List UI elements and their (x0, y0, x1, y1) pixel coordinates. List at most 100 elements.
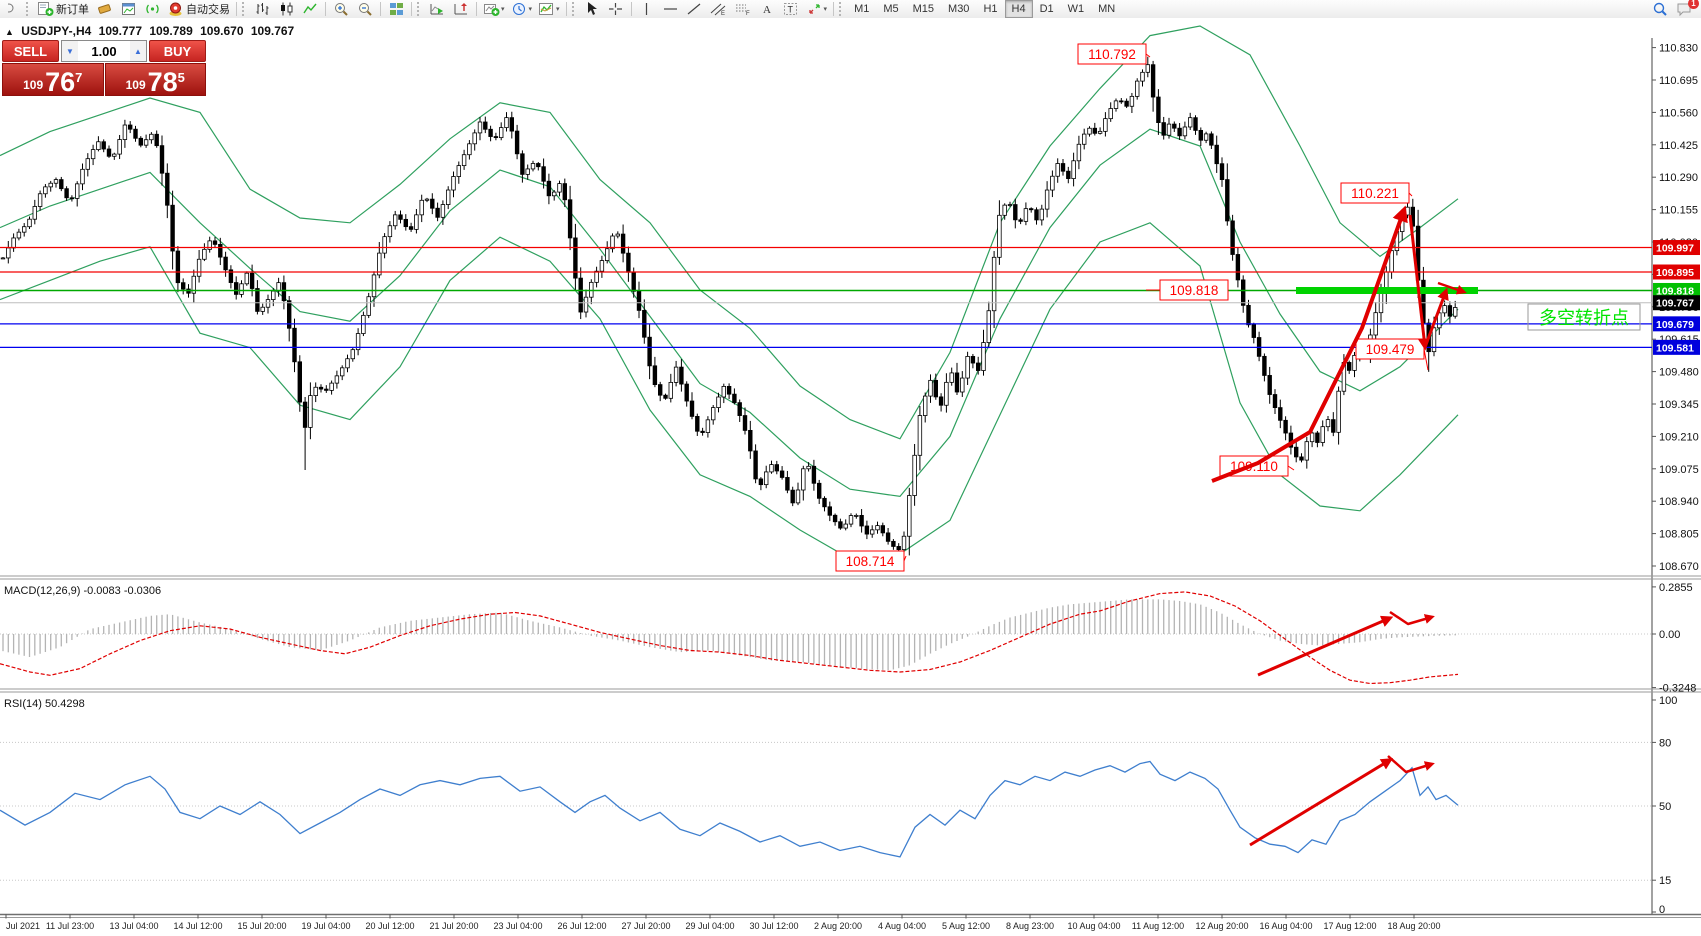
quote-high: 109.789 (149, 24, 193, 38)
timeframe-h4[interactable]: H4 (1004, 0, 1033, 18)
svg-text:109.679: 109.679 (1656, 319, 1694, 331)
svg-text:108.670: 108.670 (1659, 561, 1699, 573)
svg-text:110.155: 110.155 (1659, 205, 1698, 217)
sell-price-point: 7 (75, 70, 83, 85)
trendline-tool-button[interactable] (684, 0, 706, 18)
svg-text:50: 50 (1659, 801, 1671, 813)
toolbar-grip (26, 2, 32, 16)
volume-up-button[interactable]: ▲ (130, 41, 146, 61)
buy-price-figure: 109 (125, 78, 146, 92)
fibonacci-tool-button[interactable]: F (732, 0, 754, 18)
volume-control: ▼ ▲ (61, 40, 147, 62)
templates-button[interactable]: ▾ (536, 0, 562, 18)
volume-down-button[interactable]: ▼ (62, 41, 78, 61)
chevron-down-icon: ▾ (823, 6, 828, 13)
svg-text:14 Jul 12:00: 14 Jul 12:00 (173, 921, 222, 931)
svg-text:E: E (721, 11, 725, 17)
timeframe-m15[interactable]: M15 (912, 3, 935, 15)
tile-windows-button[interactable] (385, 0, 407, 18)
timeframe-m5[interactable]: M5 (883, 3, 899, 15)
svg-text:110.830: 110.830 (1659, 43, 1698, 55)
svg-text:108.940: 108.940 (1659, 496, 1699, 508)
chart-shift-button[interactable] (450, 0, 472, 18)
vline-tool-button[interactable] (636, 0, 658, 18)
volume-input[interactable] (78, 41, 130, 61)
svg-text:26 Jul 12:00: 26 Jul 12:00 (557, 921, 606, 931)
toolbar-separator (236, 2, 237, 16)
timeframe-mn[interactable]: MN (1098, 3, 1116, 15)
zoom-out-button[interactable] (354, 0, 376, 18)
collapse-triangle-icon[interactable]: ▲ (5, 27, 14, 37)
autotrade-button[interactable]: 自动交易 (165, 0, 232, 18)
periods-button[interactable]: ▾ (509, 0, 535, 18)
svg-text:16 Aug 04:00: 16 Aug 04:00 (1259, 921, 1312, 931)
svg-text:110.221: 110.221 (1351, 186, 1399, 201)
cursor-icon (588, 2, 598, 15)
svg-text:80: 80 (1659, 737, 1671, 749)
indicators-icon (484, 4, 500, 16)
timeframe-m30[interactable]: M30 (948, 3, 970, 15)
profile-window-icon (121, 3, 135, 15)
svg-text:13 Jul 04:00: 13 Jul 04:00 (109, 921, 158, 931)
hline-tool-button[interactable] (660, 0, 682, 18)
new-order-button[interactable]: 新订单 (35, 0, 91, 18)
sell-price[interactable]: 109 76 7 (2, 63, 104, 96)
svg-text:109.479: 109.479 (1366, 342, 1415, 357)
new-order-icon (38, 2, 54, 16)
candle-chart-button[interactable] (275, 0, 297, 18)
signal-button[interactable] (141, 0, 163, 18)
zoom-in-button[interactable] (330, 0, 352, 18)
bar-chart-button[interactable] (251, 0, 273, 18)
candle-chart-icon (280, 2, 292, 16)
svg-text:27 Jul 20:00: 27 Jul 20:00 (621, 921, 670, 931)
arrows-tool-button[interactable]: ▾ (804, 0, 830, 18)
horizontal-line-icon (664, 8, 678, 10)
svg-text:0.00: 0.00 (1659, 629, 1680, 641)
auto-scroll-button[interactable] (426, 0, 448, 18)
svg-text:19 Jul 04:00: 19 Jul 04:00 (301, 921, 350, 931)
arrows-icon (808, 4, 820, 14)
indicators-button[interactable]: ▾ (481, 0, 507, 18)
svg-text:109.581: 109.581 (1656, 342, 1694, 354)
vertical-line-icon (645, 3, 648, 15)
buy-button[interactable]: BUY (149, 40, 206, 62)
line-chart-button[interactable] (299, 0, 321, 18)
svg-text:多空转折点: 多空转折点 (1539, 308, 1629, 328)
price-chart-svg[interactable]: 110.830 110.695 110.560 110.425 110.290 110.1… (0, 18, 1701, 936)
crosshair-tool-button[interactable] (605, 0, 627, 18)
notifications-button[interactable]: 1 (1673, 0, 1699, 18)
svg-text:RSI(14) 50.4298: RSI(14) 50.4298 (4, 698, 85, 710)
svg-text:109.818: 109.818 (1170, 283, 1219, 298)
cursor-tool-button[interactable] (581, 0, 603, 18)
zoom-in-icon (334, 3, 348, 16)
text-icon: A (763, 4, 771, 16)
text-tool-button[interactable]: A (756, 0, 778, 18)
channel-tool-button[interactable]: E (708, 0, 730, 18)
profile-window-button[interactable] (117, 0, 139, 18)
equidistant-channel-icon: E (710, 3, 726, 17)
label-tool-button[interactable]: T (780, 0, 802, 18)
search-button[interactable] (1649, 0, 1671, 18)
svg-text:MACD(12,26,9) -0.0083 -0.0306: MACD(12,26,9) -0.0083 -0.0306 (4, 585, 161, 597)
svg-text:109.345: 109.345 (1659, 399, 1699, 411)
timeframe-m1[interactable]: M1 (854, 3, 870, 15)
buy-price[interactable]: 109 78 5 (104, 63, 206, 96)
svg-text:15 Jul 20:00: 15 Jul 20:00 (237, 921, 286, 931)
timeframe-d1[interactable]: D1 (1039, 3, 1054, 15)
cut-edge-icon (1, 0, 23, 18)
timeframe-bar: M1 M5 M15 M30 H1 H4 D1 W1 MN (847, 0, 1122, 18)
svg-text:110.425: 110.425 (1659, 140, 1698, 152)
rsi-pane: 100 80 50 15 0 RSI(14) 50.4298 (0, 695, 1677, 916)
timeframe-w1[interactable]: W1 (1067, 3, 1085, 15)
timeframe-h1[interactable]: H1 (983, 3, 998, 15)
svg-text:0.2855: 0.2855 (1659, 582, 1693, 594)
toolbar-separator (325, 2, 326, 16)
svg-text:T: T (788, 5, 794, 15)
eraser-button[interactable] (93, 0, 115, 18)
autotrade-label: 自动交易 (186, 4, 230, 16)
sell-button[interactable]: SELL (2, 40, 59, 62)
toolbar-separator (476, 2, 477, 16)
svg-text:15: 15 (1659, 875, 1671, 887)
quote-line: ▲ USDJPY-,H4 109.777 109.789 109.670 109… (5, 24, 298, 38)
quote-open: 109.777 (98, 24, 143, 38)
